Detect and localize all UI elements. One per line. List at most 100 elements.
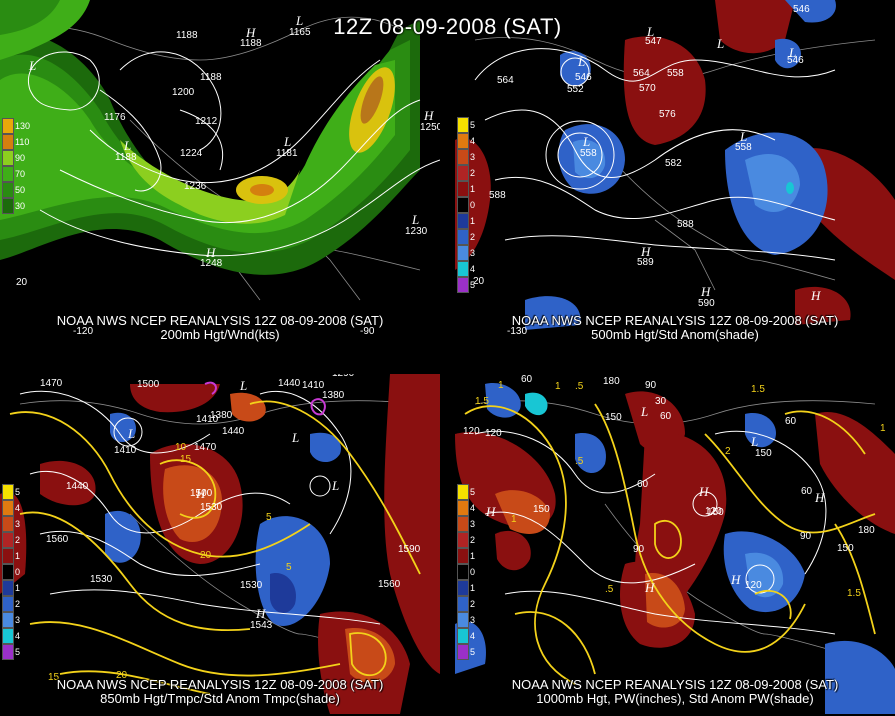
svg-text:20: 20 [116, 670, 128, 681]
svg-text:1500: 1500 [137, 379, 160, 390]
legend-swatch: 0 [457, 197, 475, 213]
svg-text:558: 558 [580, 148, 597, 159]
legend-swatch: 0 [457, 564, 475, 580]
map-1000mb: 120 60 180 90 150 60 120 150 90 120 150 … [455, 374, 895, 714]
svg-text:150: 150 [837, 543, 854, 554]
legend-swatch: 110 [2, 134, 29, 150]
map-500mb: 564 552 546 564 558 570 576 582 558 558 … [455, 0, 895, 337]
svg-text:H: H [195, 486, 206, 501]
height-contours-1000mb [474, 430, 836, 635]
svg-text:H: H [245, 25, 256, 40]
svg-text:552: 552 [567, 84, 584, 95]
svg-text:1188: 1188 [115, 152, 137, 163]
svg-text:150: 150 [533, 504, 550, 515]
legend-swatch: 3 [457, 149, 475, 165]
svg-text:150: 150 [707, 507, 724, 518]
svg-text:1181: 1181 [276, 148, 298, 159]
svg-text:L: L [411, 212, 419, 227]
legend-label: 130 [15, 121, 31, 131]
caption-line2-500mb: 500mb Hgt/Std Anom(shade) [591, 327, 759, 342]
legend-label: 90 [15, 153, 26, 163]
svg-text:180: 180 [858, 525, 875, 536]
legend-swatch: 1 [457, 548, 475, 564]
svg-text:L: L [291, 430, 299, 445]
svg-text:L: L [577, 54, 585, 69]
legend-label: 3 [15, 615, 21, 625]
svg-text:H: H [255, 606, 266, 621]
legend-swatch: 4 [2, 500, 20, 516]
legend-swatch: 2 [457, 229, 475, 245]
height-contours [474, 48, 836, 261]
height-contours-850mb [19, 390, 381, 625]
svg-text:1176: 1176 [104, 112, 126, 123]
panel-500mb: 564 552 546 564 558 570 576 582 558 558 … [455, 0, 895, 342]
legend-label: 50 [15, 185, 26, 195]
legend-swatch: 130 [2, 118, 30, 134]
map-850mb: 1470 1500 1440 1410 1440 1380 1410 1470 … [0, 374, 440, 714]
axis-labels-200mb: -120 20 -90 [16, 277, 375, 337]
legend-swatch: 5 [457, 484, 475, 500]
legend-label: 3 [470, 519, 476, 529]
main-title: 12Z 08-09-2008 (SAT) [333, 14, 562, 39]
legend-label: 5 [15, 647, 21, 657]
legend-swatch: 90 [2, 150, 25, 166]
svg-text:1.5: 1.5 [475, 396, 489, 407]
legend-label: 4 [15, 631, 21, 641]
svg-text:1212: 1212 [195, 116, 218, 127]
svg-text:90: 90 [800, 531, 812, 542]
svg-text:1188: 1188 [200, 72, 222, 83]
legend-label: 0 [470, 567, 476, 577]
legend-label: 5 [470, 647, 476, 657]
svg-text:H: H [730, 572, 741, 587]
svg-text:L: L [239, 378, 247, 393]
magenta-contour-2 [310, 398, 326, 416]
anomaly-shading-850mb [0, 374, 440, 714]
svg-text:1248: 1248 [200, 258, 223, 269]
legend-swatch: 3 [457, 245, 475, 261]
anomaly-legend-500mb: 5 4 3 2 1 0 1 2 3 4 5 [457, 117, 491, 293]
svg-text:15: 15 [180, 454, 192, 465]
wind-legend: 130 110 90 70 50 30 [2, 118, 36, 214]
svg-text:L: L [123, 138, 131, 153]
legend-swatch: 4 [2, 628, 20, 644]
legend-swatch: 4 [457, 628, 475, 644]
svg-text:60: 60 [785, 416, 797, 427]
pressure-centers-200mb: L H L L H L L H [28, 13, 434, 260]
pressure-centers-1000mb: H L H H H L H [485, 404, 825, 595]
legend-label: 4 [15, 503, 21, 513]
svg-text:546: 546 [793, 4, 810, 15]
legend-label: 3 [470, 248, 476, 258]
height-contours [27, 51, 440, 257]
legend-swatch: 5 [2, 644, 20, 660]
legend-label: 2 [470, 599, 476, 609]
svg-text:1470: 1470 [40, 378, 63, 389]
legend-label: 1 [470, 551, 476, 561]
svg-text:576: 576 [659, 109, 676, 120]
svg-text:1: 1 [555, 381, 561, 392]
svg-text:1543: 1543 [250, 620, 273, 631]
legend-label: 1 [470, 216, 476, 226]
svg-text:1410: 1410 [302, 380, 325, 391]
panel-1000mb: 120 60 180 90 150 60 120 150 90 120 150 … [455, 374, 895, 716]
legend-label: 2 [470, 168, 476, 178]
svg-text:1250: 1250 [420, 122, 440, 133]
svg-text:180: 180 [603, 376, 620, 387]
svg-text:H: H [205, 245, 216, 260]
caption-line1-1000mb: NOAA NWS NCEP REANALYSIS 12Z 08-09-2008 … [511, 677, 839, 692]
svg-text:1380: 1380 [322, 390, 345, 401]
legend-label: 4 [470, 264, 476, 274]
pressure-centers-500mb: L L L L L H H H L [577, 24, 821, 303]
svg-text:590: 590 [698, 298, 715, 309]
legend-label: 4 [470, 631, 476, 641]
caption-line2-1000mb: 1000mb Hgt, PW(inches), Std Anom PW(shad… [536, 691, 814, 706]
svg-text:1530: 1530 [240, 580, 263, 591]
svg-text:1380: 1380 [210, 410, 233, 421]
legend-swatch: 2 [457, 532, 475, 548]
legend-swatch: 3 [2, 516, 20, 532]
temperature-labels: 10 15 20 5 20 15 5 [48, 442, 292, 683]
legend-swatch: 2 [457, 596, 475, 612]
svg-text:564: 564 [633, 68, 650, 79]
svg-text:5: 5 [286, 562, 292, 573]
svg-text:588: 588 [489, 190, 506, 201]
legend-swatch: 50 [2, 182, 25, 198]
